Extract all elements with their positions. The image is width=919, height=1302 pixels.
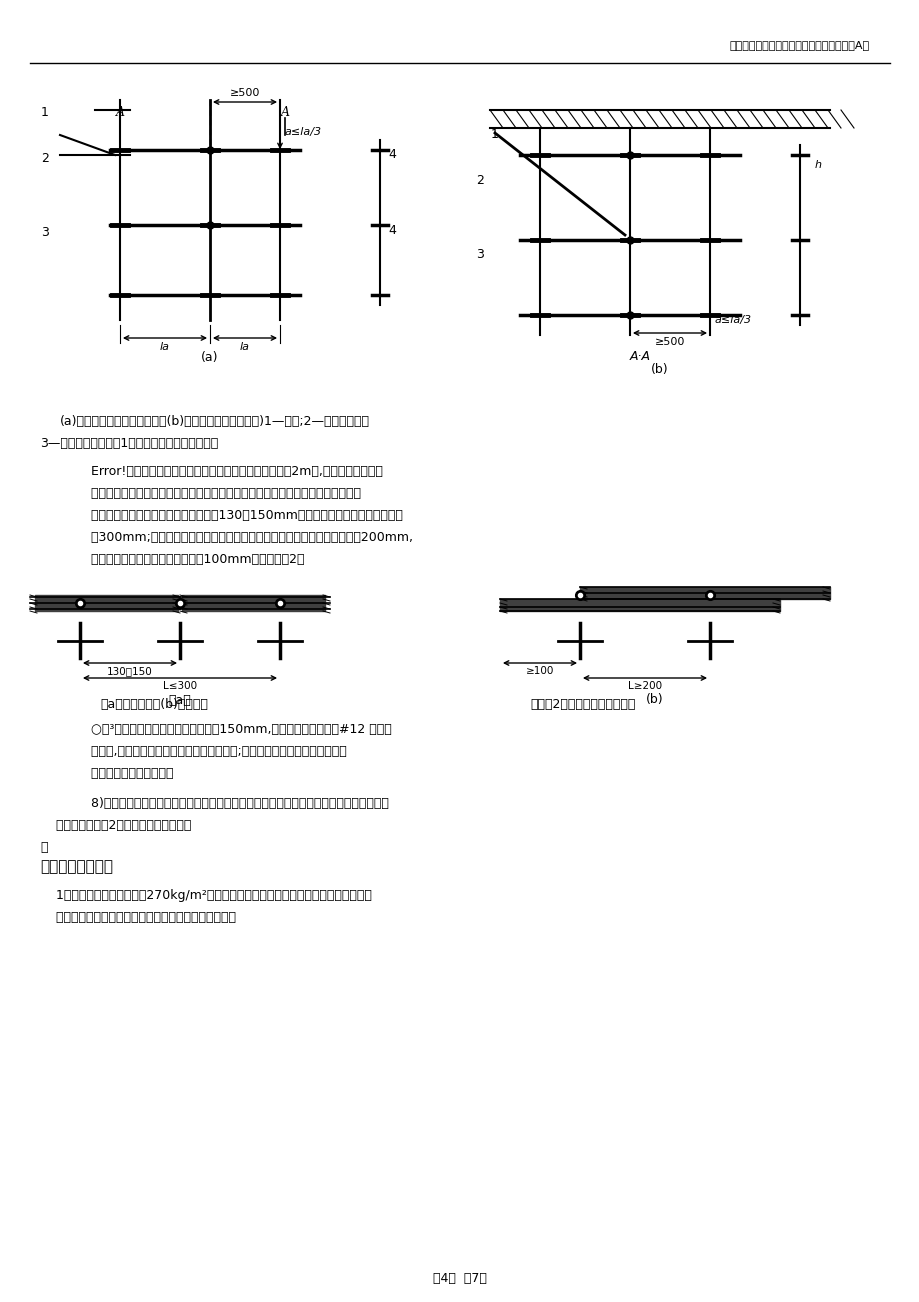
Text: 须设两根横向水平杆，跳板外伸长应取130～150mm，两块木板外伸长度的和不应大: 须设两根横向水平杆，跳板外伸长应取130～150mm，两块木板外伸长度的和不应大	[75, 509, 403, 522]
Text: 于300mm;跳板搭接铺设时，接头必须支在横向水平杆上，搭接长度应大于200mm,: 于300mm;跳板搭接铺设时，接头必须支在横向水平杆上，搭接长度应大于200mm…	[75, 531, 413, 544]
Text: 2: 2	[41, 151, 49, 164]
Text: 且监护人不少于2人，并必须设警戒线。: 且监护人不少于2人，并必须设警戒线。	[40, 819, 191, 832]
Text: A: A	[116, 105, 124, 118]
Text: （a）跳板对接；(b)跳板搭接: （a）跳板对接；(b)跳板搭接	[100, 698, 208, 711]
Text: 3: 3	[475, 249, 483, 262]
Text: 第4页  共7页: 第4页 共7页	[433, 1272, 486, 1285]
Text: 2: 2	[475, 173, 483, 186]
Text: 8)、脚手架拆除；按先搭后拆，后搭先拆原则进行，拆除施工时必须设专责安全员监护，: 8)、脚手架拆除；按先搭后拆，后搭先拆原则进行，拆除施工时必须设专责安全员监护，	[75, 797, 389, 810]
Text: ≥500: ≥500	[230, 89, 260, 98]
Text: 3: 3	[41, 227, 49, 240]
Text: la: la	[240, 342, 250, 352]
Text: (a): (a)	[201, 352, 219, 365]
Text: (b): (b)	[645, 694, 664, 707]
Text: ≥500: ≥500	[654, 337, 685, 348]
Text: 1: 1	[491, 129, 498, 142]
Text: 望亭发电厂至相城区集中供热改造工程望亭A线: 望亭发电厂至相城区集中供热改造工程望亭A线	[729, 40, 869, 49]
Text: L≤300: L≤300	[163, 681, 197, 691]
Text: 1: 1	[41, 105, 49, 118]
Text: 。: 。	[40, 841, 48, 854]
Text: ○，³作业层端部跳板接头长度不大于150mm,其两端采用不得小于#12 镀锌铁: ○，³作业层端部跳板接头长度不大于150mm,其两端采用不得小于#12 镀锌铁	[75, 723, 391, 736]
Text: 1、脚手架的荷载不得超过270kg/m²。搭设好的脚手架应经施工部门及使用部门验收合: 1、脚手架的荷载不得超过270kg/m²。搭设好的脚手架应经施工部门及使用部门验…	[40, 889, 371, 902]
Text: 格并挂牌后方可交付使用，使用中应定期检查和维护。: 格并挂牌后方可交付使用，使用中应定期检查和维护。	[40, 911, 236, 924]
Bar	[490, 109, 829, 128]
Text: 4: 4	[388, 224, 395, 237]
Text: 求的情况下，采用满铺。: 求的情况下，采用满铺。	[75, 767, 174, 780]
Text: (b): (b)	[651, 363, 668, 376]
Text: （图：2）跳板对接、搭接构造: （图：2）跳板对接、搭接构造	[529, 698, 635, 711]
Text: 其伸出横向水平杆的长度不应小于100mm。（如图：2）: 其伸出横向水平杆的长度不应小于100mm。（如图：2）	[75, 553, 304, 566]
Text: A·A: A·A	[629, 350, 650, 363]
Text: ≥100: ≥100	[526, 667, 553, 676]
Text: a≤la/3: a≤la/3	[285, 128, 322, 137]
Text: （a）: （a）	[168, 694, 191, 707]
Text: 4: 4	[388, 148, 395, 161]
Text: 130～150: 130～150	[107, 667, 153, 676]
Text: la: la	[160, 342, 170, 352]
Text: 3—横向水平杆（图：1）纵向水平杆对接接头布置: 3—横向水平杆（图：1）纵向水平杆对接接头布置	[40, 437, 218, 450]
Text: Error!跳板应设置在三根横向水平杆上。当竹排长度小于2m时,可采用两根横向水: Error!跳板应设置在三根横向水平杆上。当竹排长度小于2m时,可采用两根横向水	[75, 465, 382, 478]
Text: a≤la/3: a≤la/3	[714, 315, 752, 326]
Text: 四、质量技术要求: 四、质量技术要求	[40, 859, 113, 874]
Text: h: h	[813, 160, 821, 171]
Text: 平杆支承，但应将跳板两端与其可靠固定，严防倾翻。跳板对接平铺时，接头处必: 平杆支承，但应将跳板两端与其可靠固定，严防倾翻。跳板对接平铺时，接头处必	[75, 487, 360, 500]
Text: L≥200: L≥200	[628, 681, 662, 691]
Text: (a)接头不在同步内（立面）；(b)接头不在同跨内（平面)1—立杆;2—纵向水平杆；: (a)接头不在同步内（立面）；(b)接头不在同跨内（平面)1—立杆;2—纵向水平…	[60, 415, 369, 428]
Text: A: A	[280, 105, 289, 118]
Text: 丝绑扎,绑扎必须穿过跳板内的螺栓间隙扣牢;所作业层的铁跳板在没有特殊要: 丝绑扎,绑扎必须穿过跳板内的螺栓间隙扣牢;所作业层的铁跳板在没有特殊要	[75, 745, 346, 758]
